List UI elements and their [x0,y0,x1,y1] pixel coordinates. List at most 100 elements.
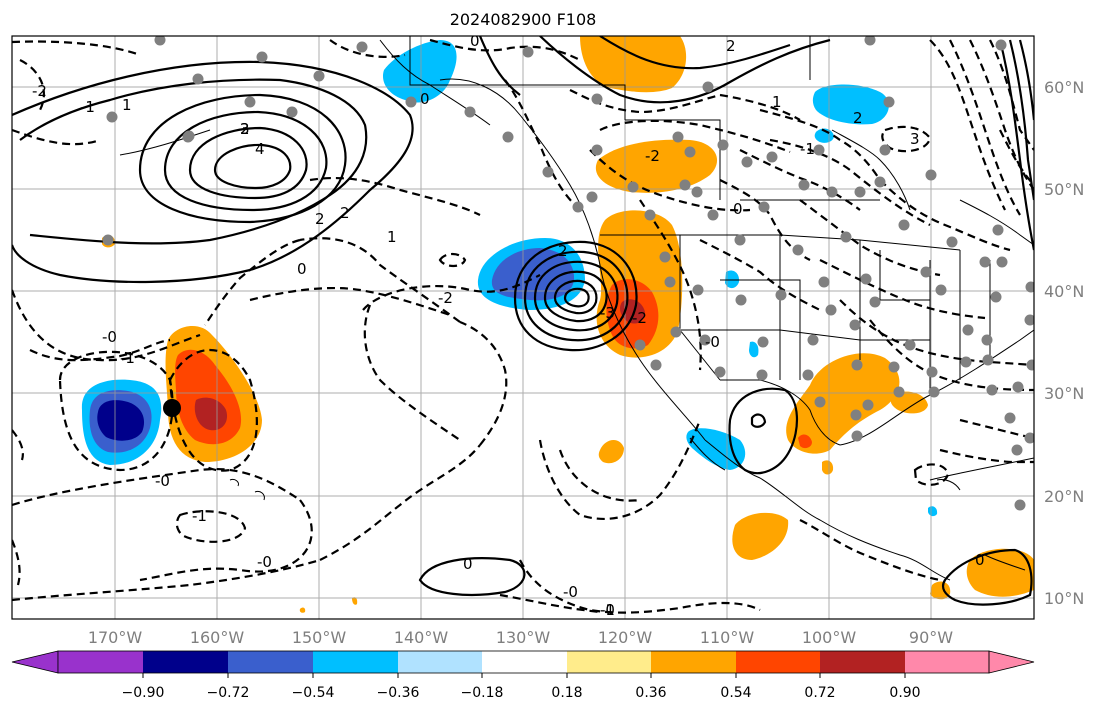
lat-label: 40°N [1044,282,1084,301]
colorbar-tick-label: −0.54 [292,685,335,701]
svg-text:4: 4 [255,140,265,158]
graticule [12,36,1034,619]
svg-text:3: 3 [240,120,250,138]
lon-label: 150°W [292,628,347,647]
positive-anomaly-small-b [822,460,834,475]
colorbar-bin [651,651,736,673]
lon-label: 130°W [496,628,551,647]
lon-label: 120°W [598,628,653,647]
lon-label: 160°W [190,628,245,647]
negative-anomaly-caribbean [928,506,938,517]
lon-label: 90°W [909,628,953,647]
svg-text:-0: -0 [563,583,578,601]
coastlines [119,36,1034,581]
colorbar-tick-label: 0.54 [720,685,751,701]
colorbar-bin [905,651,989,673]
positive-anomaly-south-a [299,607,306,613]
colorbar-tick-label: 0.72 [804,685,835,701]
svg-text:1: 1 [122,96,132,114]
svg-text:2: 2 [240,120,250,138]
svg-text:2: 2 [340,204,350,222]
negative-anomaly-peak [97,400,145,441]
svg-text:0: 0 [975,551,985,569]
svg-text:3: 3 [910,130,920,148]
colorbar: −0.90 −0.72 −0.54 −0.36 −0.18 0.18 0.36 … [11,650,1035,701]
colorbar-tick-label: 0.90 [889,685,920,701]
positive-anomaly-north-canada [580,36,687,93]
colorbar-tick-label: 0.18 [551,685,582,701]
colorbar-extend-high [988,650,1035,674]
negative-anomaly-pacific-nw-core [491,248,575,301]
svg-text:-0: -0 [102,328,117,346]
svg-text:-2: -2 [32,82,47,100]
positive-anomaly-caribbean-b [930,581,951,600]
colorbar-bin [313,651,398,673]
positive-anomaly-small-c [598,439,624,464]
positive-anomaly-south-b [352,597,358,605]
svg-text:2: 2 [853,109,863,127]
svg-text:-1: -1 [192,507,207,525]
colorbar-tick-label: −0.18 [461,685,504,701]
svg-text:0: 0 [733,200,743,218]
location-marker [163,399,181,417]
positive-anomaly-peak [194,397,228,431]
svg-text:-0: -0 [600,601,615,619]
svg-text:-0: -0 [705,333,720,351]
colorbar-bin [228,651,313,673]
map-title: 2024082900 F108 [449,10,597,29]
colorbar-tick-label: −0.90 [122,685,165,701]
svg-text:-2: -2 [438,289,453,307]
lat-label: 60°N [1044,78,1084,97]
lon-label: 170°W [88,628,143,647]
svg-text:2: 2 [315,210,325,228]
colorbar-bin [482,651,567,673]
svg-text:-3: -3 [600,304,615,322]
lat-label: 10°N [1044,589,1084,608]
dashed-contours [12,38,1034,614]
svg-text:-0: -0 [257,553,272,571]
latitude-labels: 60°N 50°N 40°N 30°N 20°N 10°N [1044,78,1084,608]
map-frame [11,35,1035,620]
svg-text:0: 0 [463,555,473,573]
negative-anomaly-hudson [812,84,889,125]
positive-anomaly-gulf [786,353,900,454]
colorbar-bin [143,651,228,673]
svg-text:-1: -1 [600,601,615,619]
colorbar-extend-low [11,650,59,674]
lon-label: 100°W [802,628,857,647]
svg-text:-2: -2 [645,147,660,165]
colorbar-bin [736,651,820,673]
svg-text:-1: -1 [800,140,815,158]
positive-anomaly-caribbean [966,548,1034,597]
colorbar-bin [820,651,905,673]
svg-text:0: 0 [420,90,430,108]
svg-text:-1: -1 [120,349,135,367]
lat-label: 30°N [1044,384,1084,403]
colorbar-tick-label: −0.72 [207,685,250,701]
colorbar-bin [567,651,651,673]
colorbar-bin [58,651,143,673]
svg-text:-0: -0 [155,472,170,490]
svg-text:2: 2 [558,242,568,260]
svg-text:-1: -1 [80,98,95,116]
svg-text:1: 1 [772,93,782,111]
svg-text:-2: -2 [632,309,647,327]
positive-anomaly-central-america [732,512,789,560]
svg-text:1: 1 [387,228,397,246]
colorbar-bin [398,651,482,673]
contour-labels: 0 1 2 3 4 -2 -1 -0 0 0 1 2 2 -2 -0 0 -1 … [32,32,985,619]
colorbar-tick-label: −0.36 [377,685,420,701]
colorbar-ticks [142,673,906,678]
observation-dots [102,36,1034,511]
svg-text:0: 0 [297,260,307,278]
colorbar-tick-label: 0.36 [635,685,666,701]
lat-label: 20°N [1044,487,1084,506]
svg-text:0: 0 [470,32,480,50]
longitude-labels: 170°W 160°W 150°W 140°W 130°W 120°W 110°… [88,628,953,647]
anomaly-fills [81,36,1034,613]
lon-label: 110°W [700,628,755,647]
colorbar-frame [57,650,990,674]
solid-contours [12,36,1034,606]
lon-label: 140°W [394,628,449,647]
